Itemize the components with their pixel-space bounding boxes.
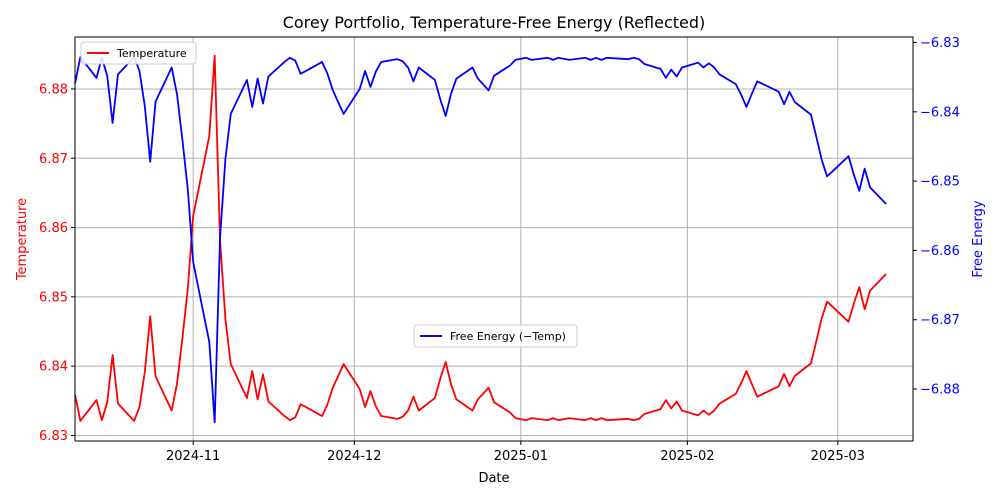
x-axis-title: Date [478, 471, 509, 486]
x-axis: 2024-11 2024-12 2025-01 2025-02 2025-03 [166, 441, 865, 464]
x-tick-label: 2024-12 [327, 449, 381, 464]
y-left-tick-label: 6.86 [39, 221, 68, 236]
x-tick-label: 2025-01 [494, 449, 548, 464]
free-energy-series-line [74, 56, 887, 424]
y-left-tick-label: 6.85 [39, 290, 68, 305]
legend-temperature-box [80, 41, 197, 65]
temperature-series-line [74, 54, 887, 422]
y-axis-left-title: Temperature [15, 198, 30, 281]
chart-title: Corey Portfolio, Temperature-Free Energy… [283, 13, 706, 32]
y-right-tick-label: −6.83 [920, 36, 960, 51]
legend-free-energy-label: Free Energy (−Temp) [450, 330, 566, 343]
x-tick-label: 2025-02 [660, 449, 714, 464]
legend-temperature: Temperature [80, 41, 197, 65]
x-tick-label: 2025-03 [811, 449, 865, 464]
y-left-tick-label: 6.87 [39, 152, 68, 167]
y-right-tick-label: −6.84 [920, 105, 960, 120]
grid-lines [75, 37, 913, 441]
legend-free-energy: Free Energy (−Temp) [413, 324, 578, 348]
series-layer [74, 54, 887, 424]
y-right-tick-label: −6.88 [920, 383, 960, 398]
y-axis-right: −6.88 −6.87 −6.86 −6.85 −6.84 −6.83 [913, 36, 960, 398]
y-axis-left: 6.83 6.84 6.85 6.86 6.87 6.88 [39, 82, 75, 444]
plot-frame [74, 36, 914, 442]
y-left-tick-label: 6.83 [39, 429, 68, 444]
legend-temperature-label: Temperature [116, 47, 187, 60]
x-tick-label: 2024-11 [166, 449, 220, 464]
y-left-tick-label: 6.84 [39, 360, 68, 375]
legend-free-energy-box [413, 324, 578, 348]
y-right-tick-label: −6.85 [920, 175, 960, 190]
y-right-tick-label: −6.86 [920, 244, 960, 259]
y-right-tick-label: −6.87 [920, 313, 960, 328]
y-axis-right-title: Free Energy [971, 200, 986, 278]
y-left-tick-label: 6.88 [39, 82, 68, 97]
